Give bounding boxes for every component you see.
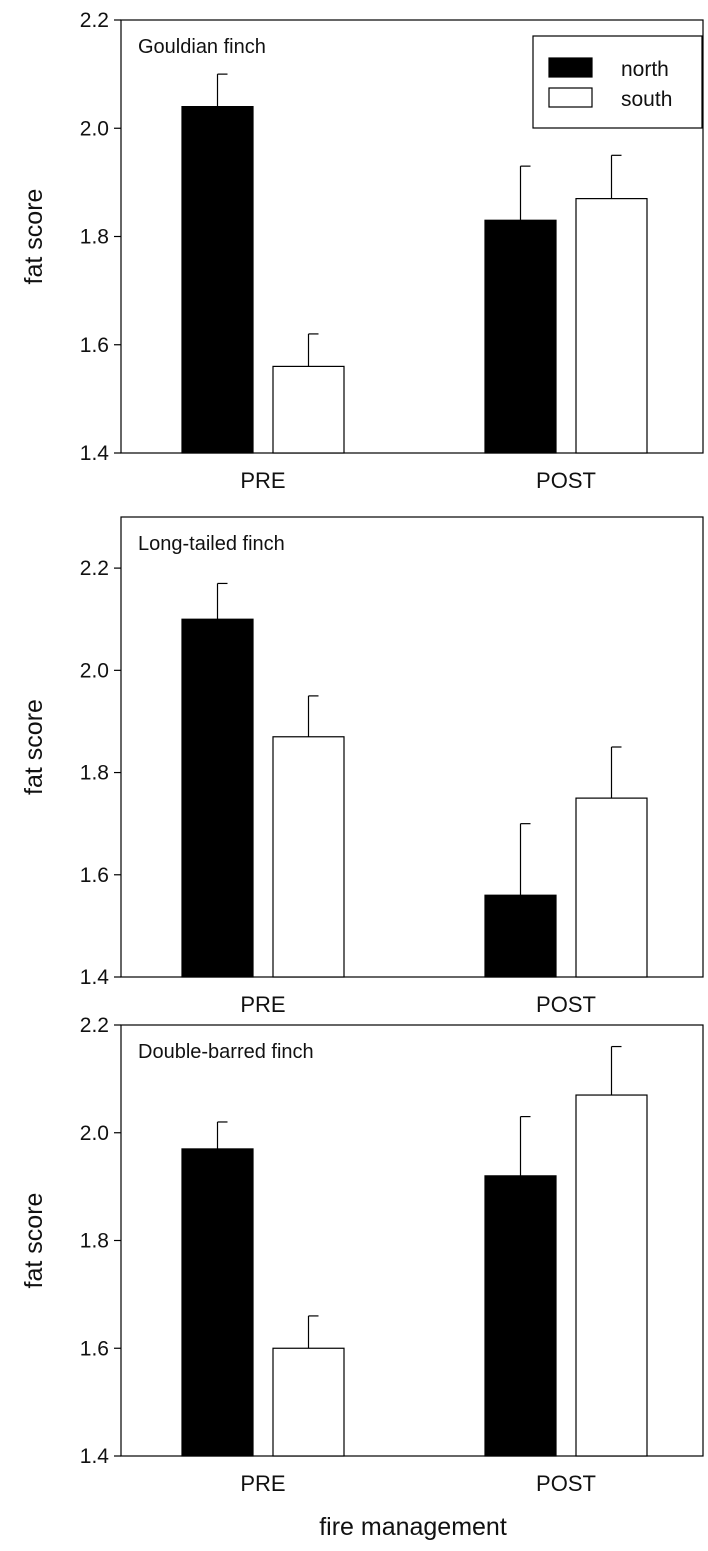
bar-north-post <box>484 894 557 978</box>
bar-south-pre <box>272 365 345 454</box>
x-tick-label: PRE <box>240 468 285 493</box>
y-axis-title: fat score <box>20 699 48 795</box>
bar-north-pre <box>181 1148 254 1457</box>
y-axis-title: fat score <box>20 1193 48 1289</box>
bar-south-post <box>575 198 648 454</box>
y-tick-label: 1.4 <box>80 442 110 465</box>
bar-north-post <box>484 219 557 454</box>
y-tick-label: 1.8 <box>80 762 109 785</box>
y-tick-label: 2.2 <box>80 557 109 580</box>
bar-north-pre <box>181 618 254 978</box>
y-tick-label: 2.0 <box>80 117 109 140</box>
y-tick-label: 1.6 <box>80 1337 109 1360</box>
bar-south-pre <box>272 1347 345 1457</box>
y-tick-label: 1.4 <box>80 1445 110 1468</box>
y-tick-label: 2.2 <box>80 9 109 32</box>
y-axis-title: fat score <box>20 189 48 285</box>
y-tick-label: 1.6 <box>80 864 109 887</box>
panel-2: 1.4 1.6 1.8 2.0 2.2 fat score Long-tailed finc… <box>20 516 704 1017</box>
legend: north south <box>532 35 703 129</box>
legend-box <box>532 35 703 129</box>
x-tick-label: PRE <box>240 1471 285 1496</box>
legend-swatch-north <box>548 57 593 78</box>
x-tick-label: PRE <box>240 992 285 1017</box>
panel-title: Gouldian finch <box>138 36 266 58</box>
bar-north-post <box>484 1175 557 1457</box>
bar-south-pre <box>272 736 345 978</box>
legend-label-south: south <box>621 88 672 111</box>
y-tick-label: 2.0 <box>80 659 109 682</box>
chart-panels: 1.4 1.6 1.8 2.0 2.2 fat score Gouldian finch PR… <box>20 9 704 1496</box>
plot-frame <box>120 516 704 978</box>
bar-south-post <box>575 1094 648 1457</box>
bar-north-pre <box>181 105 254 454</box>
x-tick-label: POST <box>536 1471 596 1496</box>
legend-label-north: north <box>621 58 669 81</box>
panel-3: 1.4 1.6 1.8 2.0 2.2 fat score Double-barred fi… <box>20 1014 704 1496</box>
legend-swatch-south <box>548 87 593 108</box>
x-tick-label: POST <box>536 468 596 493</box>
y-tick-label: 1.4 <box>80 966 110 989</box>
panel-title: Double-barred finch <box>138 1041 314 1063</box>
panel-1: 1.4 1.6 1.8 2.0 2.2 fat score Gouldian finch PR… <box>20 9 704 493</box>
y-tick-label: 1.8 <box>80 1230 109 1253</box>
y-tick-label: 1.8 <box>80 226 109 249</box>
bar-south-post <box>575 797 648 978</box>
y-tick-label: 2.0 <box>80 1122 109 1145</box>
x-tick-label: POST <box>536 992 596 1017</box>
y-tick-label: 2.2 <box>80 1014 109 1037</box>
y-tick-label: 1.6 <box>80 334 109 357</box>
panel-title: Long-tailed finch <box>138 533 285 555</box>
x-axis-title: fire management <box>319 1513 507 1541</box>
